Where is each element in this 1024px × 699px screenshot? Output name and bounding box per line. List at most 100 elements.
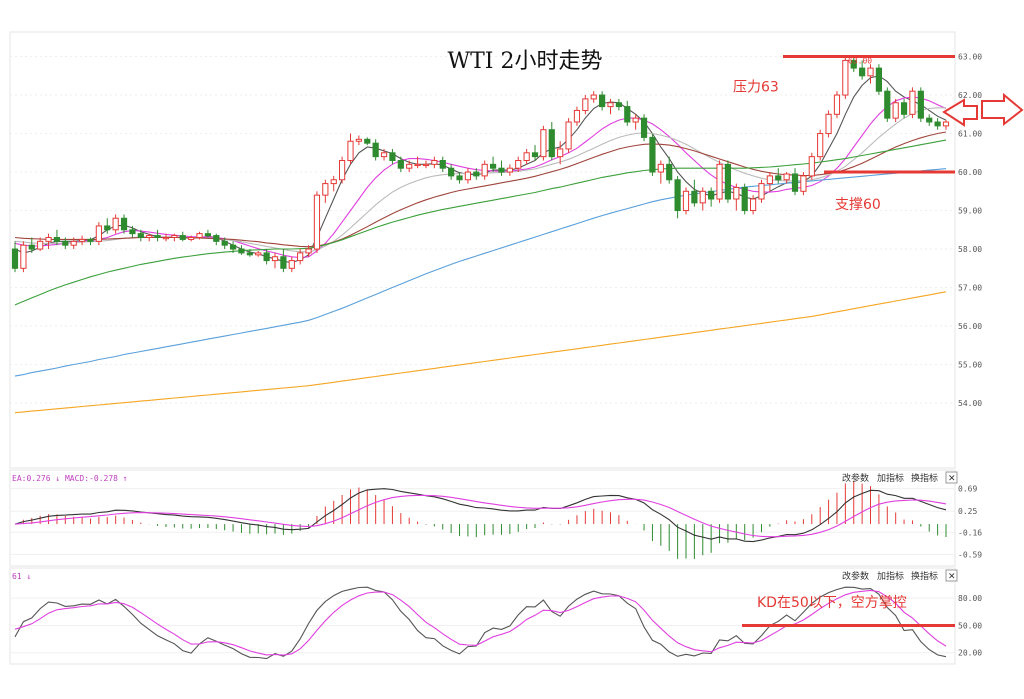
price-tick-label: 63.00 [958,53,982,62]
candle-body [464,171,472,181]
candle-body [62,240,69,246]
price-tick-label: 62.00 [958,91,982,100]
kd-axis: 80.00 50.00 20.00 [958,594,982,658]
right-arrow-icon [981,92,1024,127]
kd-switch-indicator-button[interactable]: 换指标 [911,570,938,582]
candle-body [11,248,19,269]
candle-body [926,117,933,123]
candle-body [221,240,228,246]
candle-body [37,240,44,250]
macd-switch-indicator-button[interactable]: 换指标 [911,472,938,484]
macd-tick-label: -0.59 [958,550,982,559]
moving-average-line [14,291,947,414]
macd-panel: 0.69 0.25 -0.16 -0.59 EA:0.276 ↓ MACD:-0.27… [9,469,982,567]
macd-tick-label: 0.69 [958,485,977,494]
support-label: 支撑60 [835,197,881,213]
kd-edit-params-button[interactable]: 改参数 [842,570,869,582]
candle-body [498,167,505,173]
candle-body [339,160,346,181]
candle-body [884,90,891,119]
candle-body [741,186,748,212]
candle-body [456,175,463,181]
price-tick-label: 61.00 [958,130,982,139]
moving-average-line [14,96,947,259]
kd-panel: 80.00 50.00 20.00 61 ↓ 改参数 加指标 换指标 ✕ KD在50… [9,567,982,665]
candle-body [129,229,136,235]
candle-body [297,252,304,262]
candle-body [112,217,119,231]
candle-body [364,138,371,144]
candle-body [448,167,455,177]
price-tick-label: 58.00 [958,245,982,254]
candle-body [70,240,77,246]
candle-body [749,198,757,212]
candle-body [733,186,740,200]
candle-body [833,94,841,115]
macd-header: EA:0.276 ↓ MACD:-0.278 ↑ [12,474,128,483]
macd-histogram [22,481,947,559]
candle-body [582,98,589,111]
moving-average-line [14,131,947,248]
candle-body [766,175,773,185]
macd-dea-line [14,494,947,538]
candle-body [548,129,555,158]
left-arrow-icon [942,98,978,127]
candle-body [565,121,572,150]
candle-body [28,244,35,250]
candle-body [867,67,874,77]
candle-body [825,113,832,135]
candle-body [808,156,815,177]
candle-body [590,94,597,100]
candle-body [674,179,681,212]
candle-body [171,235,178,238]
candle-body [900,102,908,115]
candle-body [758,183,765,200]
price-panel-frame [9,31,956,469]
candle-body [573,109,581,123]
macd-edit-params-button[interactable]: 改参数 [842,472,869,484]
candle-body [775,175,782,181]
candle-body [817,133,824,158]
candle-body [95,225,102,242]
candle-body [288,260,295,269]
price-axis: 63.00 62.00 61.00 60.00 59.00 58.00 57.00 56.00… [958,53,982,408]
candle-body [615,102,622,108]
candle-body [473,171,480,177]
candle-body [666,163,673,181]
candle-body [322,183,329,196]
candle-body [45,237,52,242]
candle-body [691,190,698,204]
kd-add-indicator-button[interactable]: 加指标 [877,570,904,582]
candle-body [87,238,94,242]
candle-body [414,163,421,167]
macd-tick-label: -0.16 [958,528,982,537]
candle-body [255,252,262,256]
macd-lines [14,488,947,543]
candle-body [724,163,732,200]
candle-body [783,173,790,181]
price-tick-label: 54.00 [958,399,982,408]
candle-body [699,190,706,204]
macd-close-button[interactable] [945,471,958,484]
candle-body [942,121,950,127]
candle-body [397,160,404,169]
candle-body [682,190,690,212]
macd-gridlines [10,488,955,555]
macd-tick-label: 0.25 [958,507,977,516]
candle-body [632,117,639,123]
macd-add-indicator-button[interactable]: 加指标 [877,472,904,484]
candle-body [263,252,270,262]
candle-body [624,106,631,123]
candle-body [842,59,849,96]
candle-body [850,59,857,69]
candle-body [120,217,128,231]
candle-body [347,140,354,161]
candle-body [137,233,144,238]
candle-body [422,163,430,167]
kd-close-button[interactable] [945,569,958,582]
moving-average-line [14,168,947,377]
chart-title: WTI 2小时走势 [448,49,603,74]
kd-tick-label: 20.00 [958,649,982,658]
candle-body [531,152,539,158]
candle-body [154,235,161,238]
